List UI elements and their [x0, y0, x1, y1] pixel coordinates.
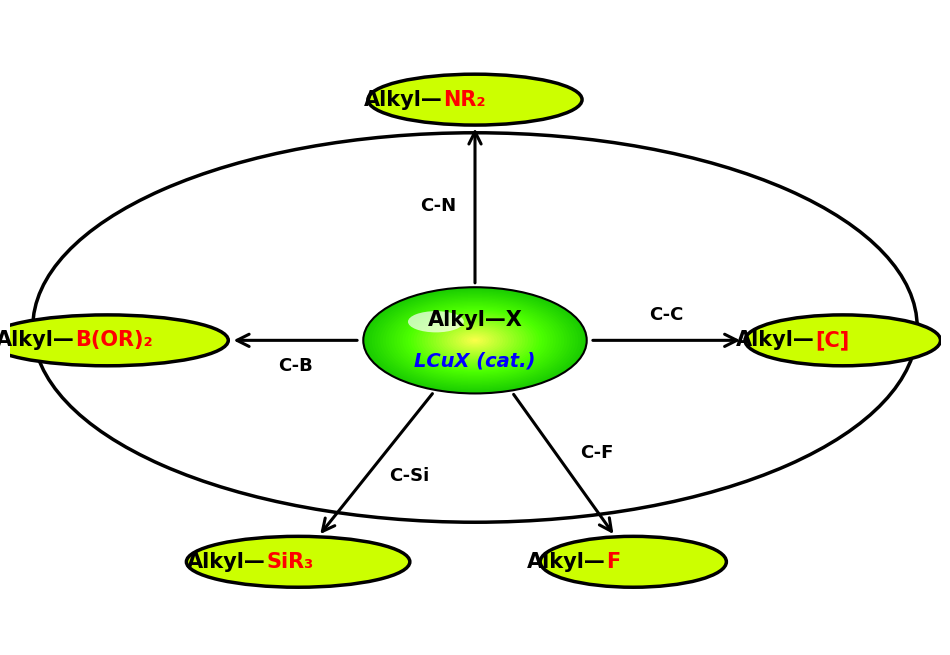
- Ellipse shape: [400, 305, 550, 376]
- Ellipse shape: [430, 319, 520, 362]
- Ellipse shape: [464, 335, 486, 346]
- Text: C-N: C-N: [420, 196, 456, 215]
- Ellipse shape: [410, 310, 540, 371]
- Ellipse shape: [442, 324, 508, 356]
- Ellipse shape: [428, 318, 522, 363]
- Ellipse shape: [469, 338, 481, 343]
- Ellipse shape: [408, 309, 542, 372]
- Ellipse shape: [472, 339, 478, 342]
- Ellipse shape: [394, 302, 556, 379]
- Text: [C]: [C]: [816, 330, 850, 350]
- Ellipse shape: [419, 314, 531, 367]
- Ellipse shape: [450, 328, 500, 352]
- Ellipse shape: [186, 536, 409, 588]
- Text: Alkyl—: Alkyl—: [364, 90, 443, 109]
- Ellipse shape: [541, 536, 727, 588]
- Ellipse shape: [413, 311, 537, 369]
- Ellipse shape: [371, 291, 579, 390]
- Text: C-C: C-C: [650, 306, 684, 324]
- Text: C-F: C-F: [580, 444, 614, 462]
- Text: Alkyl—: Alkyl—: [187, 552, 266, 572]
- Ellipse shape: [33, 133, 917, 522]
- Ellipse shape: [374, 293, 576, 388]
- Ellipse shape: [391, 301, 559, 380]
- Ellipse shape: [452, 329, 498, 351]
- Ellipse shape: [455, 331, 495, 350]
- Ellipse shape: [405, 307, 545, 373]
- Ellipse shape: [0, 315, 228, 365]
- Ellipse shape: [745, 315, 940, 365]
- Ellipse shape: [403, 306, 547, 375]
- Text: Alkyl—: Alkyl—: [526, 552, 605, 572]
- Ellipse shape: [439, 323, 511, 358]
- Text: LCuX (cat.): LCuX (cat.): [414, 351, 536, 370]
- Ellipse shape: [369, 290, 581, 391]
- Ellipse shape: [386, 298, 564, 383]
- Ellipse shape: [408, 311, 464, 332]
- Text: B(OR)₂: B(OR)₂: [76, 330, 153, 350]
- Ellipse shape: [445, 326, 505, 355]
- Ellipse shape: [380, 295, 570, 386]
- Text: C-Si: C-Si: [389, 467, 429, 485]
- Ellipse shape: [368, 74, 582, 125]
- Text: Alkyl—X: Alkyl—X: [428, 310, 522, 330]
- Ellipse shape: [383, 297, 567, 384]
- Ellipse shape: [447, 327, 503, 354]
- Ellipse shape: [422, 315, 528, 365]
- Ellipse shape: [425, 316, 525, 364]
- Text: Alkyl—: Alkyl—: [736, 330, 815, 350]
- Ellipse shape: [397, 303, 553, 377]
- Ellipse shape: [363, 288, 587, 394]
- Ellipse shape: [377, 294, 573, 387]
- Text: F: F: [606, 552, 620, 572]
- Ellipse shape: [436, 322, 514, 359]
- Ellipse shape: [433, 320, 517, 360]
- Text: C-B: C-B: [278, 357, 313, 375]
- Text: NR₂: NR₂: [444, 90, 485, 109]
- Text: SiR₃: SiR₃: [266, 552, 314, 572]
- Ellipse shape: [366, 289, 584, 392]
- Ellipse shape: [389, 299, 561, 381]
- Ellipse shape: [466, 337, 484, 345]
- Ellipse shape: [461, 333, 489, 347]
- Ellipse shape: [416, 312, 534, 368]
- Text: Alkyl—: Alkyl—: [0, 330, 75, 350]
- Ellipse shape: [458, 332, 492, 348]
